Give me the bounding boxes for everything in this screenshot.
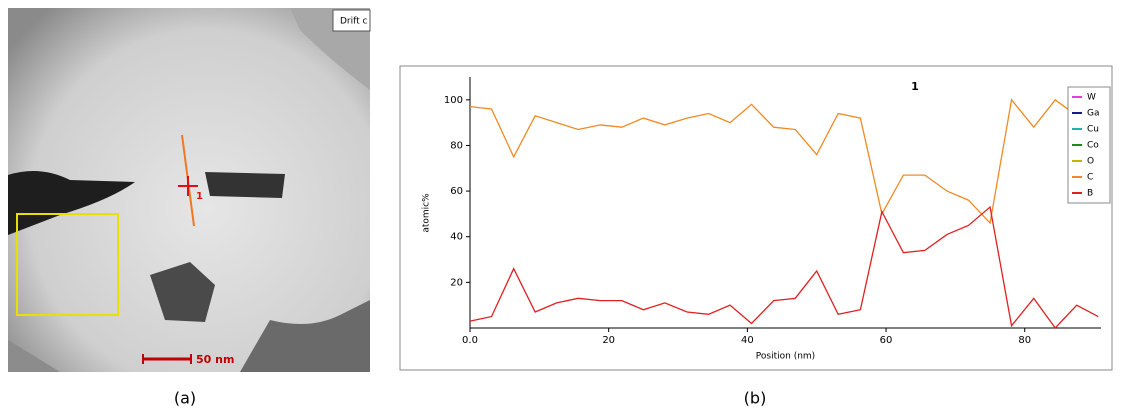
y-axis-label: atomic% xyxy=(422,193,432,233)
y-tick-label: 20 xyxy=(450,277,463,288)
legend-label: Co xyxy=(1087,141,1099,151)
series-line xyxy=(469,205,1099,330)
y-tick-label: 80 xyxy=(450,140,463,151)
y-tick-label: 40 xyxy=(450,232,463,243)
x-tick-label: 40 xyxy=(741,335,754,346)
y-tick-label: 60 xyxy=(450,186,463,197)
chart-title: 1 xyxy=(911,80,919,93)
x-tick-label: 60 xyxy=(880,335,893,346)
micrograph: 1 Drift c 50 nm xyxy=(8,8,371,372)
x-axis-label: Position (nm) xyxy=(756,352,815,362)
x-tick-label: 20 xyxy=(602,335,615,346)
series-line xyxy=(469,98,1078,225)
chart-frame xyxy=(399,65,1113,371)
legend-label: O xyxy=(1087,157,1094,167)
caption: (b) xyxy=(744,389,767,408)
legend-label: C xyxy=(1087,173,1093,183)
drift-label: Drift c xyxy=(340,17,368,27)
legend-label: W xyxy=(1087,93,1096,103)
legend-label: Ga xyxy=(1087,109,1100,119)
legend-label: B xyxy=(1087,189,1093,199)
marker-label: 1 xyxy=(196,191,203,202)
x-tick-label: 0.0 xyxy=(462,335,478,346)
x-tick-label: 80 xyxy=(1018,335,1031,346)
caption: (a) xyxy=(174,389,196,408)
legend-box xyxy=(1067,86,1111,204)
y-tick-label: 100 xyxy=(444,95,463,106)
legend-label: Cu xyxy=(1087,125,1099,135)
scale-label: 50 nm xyxy=(196,353,234,366)
